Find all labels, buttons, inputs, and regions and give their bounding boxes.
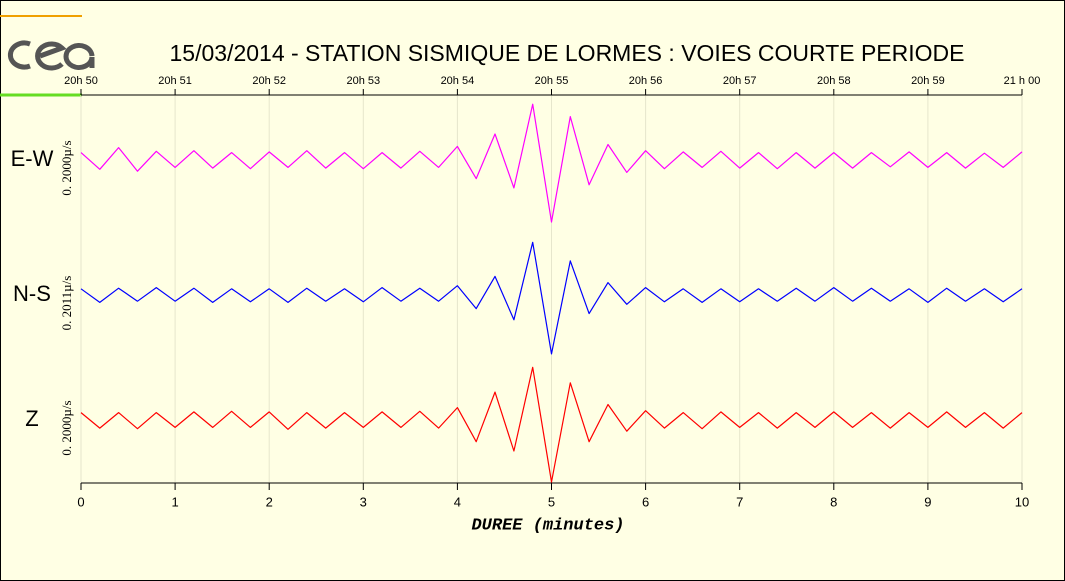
x-tick-label: 4 [454, 494, 461, 509]
chart-title: 15/03/2014 - STATION SISMIQUE DE LORMES … [170, 40, 965, 66]
x-tick-label: 1 [171, 494, 178, 509]
channel-label: E-W [11, 146, 54, 171]
top-tick-label: 20h 56 [629, 75, 663, 87]
x-tick-label: 10 [1015, 494, 1029, 509]
top-tick-label: 20h 51 [158, 75, 192, 87]
top-tick-label: 20h 50 [64, 75, 98, 87]
x-tick-label: 5 [548, 494, 555, 509]
top-tick-label: 20h 57 [723, 75, 757, 87]
top-tick-label: 20h 54 [441, 75, 475, 87]
top-tick-label: 20h 55 [535, 75, 569, 87]
x-tick-label: 0 [77, 494, 84, 509]
channel-label: Z [25, 406, 38, 431]
x-tick-label: 7 [736, 494, 743, 509]
scale-label: 0. 2000µ/s [59, 400, 74, 455]
x-tick-label: 8 [830, 494, 837, 509]
x-axis-label: DUREE (minutes) [471, 516, 624, 535]
top-tick-label: 20h 59 [911, 75, 945, 87]
x-tick-label: 9 [924, 494, 931, 509]
x-tick-label: 2 [266, 494, 273, 509]
top-tick-label: 20h 58 [817, 75, 851, 87]
x-tick-label: 6 [642, 494, 649, 509]
top-tick-label: 21 h 00 [1004, 75, 1041, 87]
trace [80, 103, 1023, 223]
x-tick-label: 3 [360, 494, 367, 509]
scale-label: 0. 2000µ/s [59, 140, 74, 195]
top-tick-label: 20h 53 [346, 75, 380, 87]
scale-label: 0. 2011µ/s [59, 276, 74, 331]
logo [7, 40, 95, 71]
trace [80, 241, 1023, 355]
channel-label: N-S [13, 281, 51, 306]
top-tick-label: 20h 52 [252, 75, 286, 87]
trace [80, 366, 1023, 483]
